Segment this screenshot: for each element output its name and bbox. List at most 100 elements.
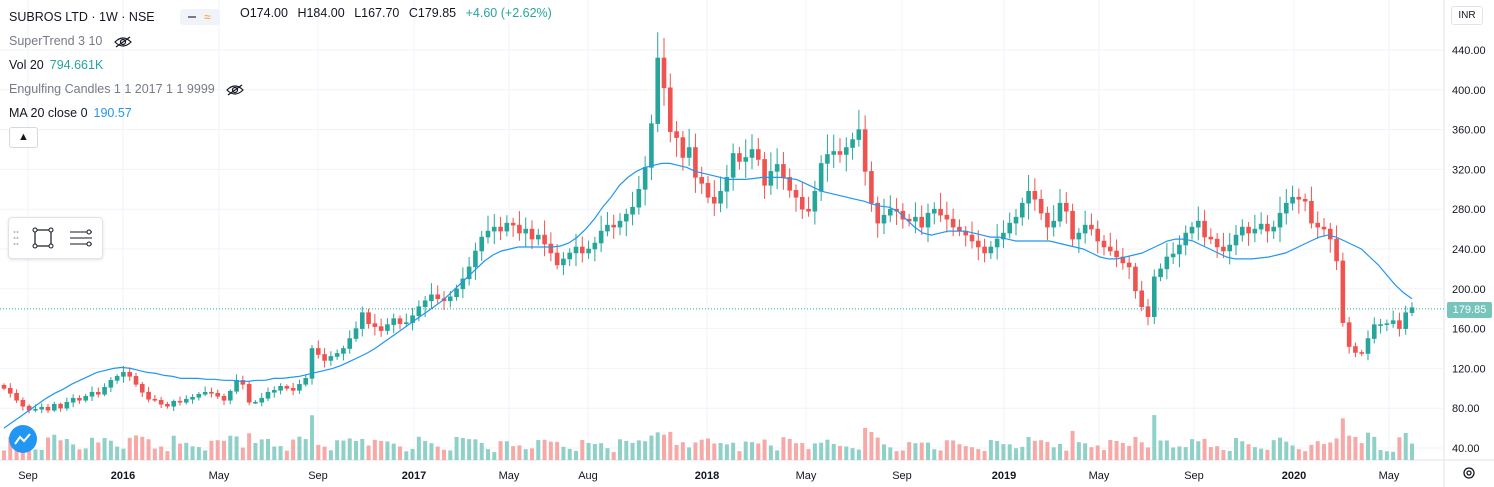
volume-bar <box>504 441 509 460</box>
volume-bar <box>184 442 189 460</box>
time-tick-label: May <box>1379 470 1400 482</box>
candle-body <box>881 214 887 224</box>
candle-body <box>1309 200 1314 224</box>
candle-body <box>454 288 459 298</box>
candle-body <box>812 190 818 212</box>
volume-bar <box>894 451 899 460</box>
indicator-supertrend[interactable]: SuperTrend 3 10 <box>9 34 132 48</box>
volume-bar <box>190 446 195 460</box>
candle-body <box>83 395 89 401</box>
volume-bar <box>806 449 811 460</box>
tradingview-logo-icon[interactable] <box>9 425 37 453</box>
time-tick-label: 2020 <box>1282 470 1306 482</box>
volume-bar <box>71 444 76 460</box>
candle-body <box>403 322 409 324</box>
volume-bar <box>1391 451 1396 460</box>
candle-body <box>768 171 774 186</box>
volume-bar <box>2 450 6 460</box>
volume-bar <box>762 439 767 460</box>
volume-bar <box>115 446 120 460</box>
hidden-eye-icon[interactable] <box>226 84 245 96</box>
volume-bar <box>96 442 101 460</box>
volume-bar <box>1183 447 1188 460</box>
hidden-eye-icon[interactable] <box>113 36 132 48</box>
volume-bar <box>1252 447 1257 460</box>
candle-body <box>1302 198 1308 202</box>
volume-bar <box>486 449 490 460</box>
candle-body <box>781 164 786 178</box>
volume-bar <box>655 432 660 460</box>
volume-bar <box>1001 444 1006 460</box>
candle-body <box>535 234 541 240</box>
volume-bar <box>284 450 289 460</box>
time-tick-label: May <box>499 470 520 482</box>
volume-bar <box>888 447 893 460</box>
volume-bar <box>316 444 321 460</box>
volume-bars <box>2 415 1414 460</box>
volume-bar <box>1359 443 1364 460</box>
volume-bar <box>341 440 346 460</box>
volume-bar <box>234 436 239 460</box>
volume-bar <box>976 449 981 460</box>
volume-bar <box>1070 430 1075 460</box>
collapse-legend-button[interactable]: ▲ <box>9 127 38 148</box>
volume-bar <box>1340 418 1345 460</box>
volume-bar <box>215 440 220 460</box>
volume-bar <box>479 442 484 460</box>
volume-bar <box>882 444 886 460</box>
candle-body <box>504 222 510 232</box>
volume-bar <box>875 437 880 460</box>
volume-bar <box>812 443 817 460</box>
volume-bar <box>863 428 868 460</box>
candle-body <box>303 378 309 385</box>
volume-bar <box>209 440 214 460</box>
volume-bar <box>165 451 170 460</box>
candle-body <box>328 356 334 361</box>
settings-lines-icon[interactable] <box>67 224 95 252</box>
rectangle-tool-icon[interactable] <box>29 224 57 252</box>
volume-bar <box>1045 441 1050 460</box>
compare-toggle[interactable]: ≈ <box>180 9 220 25</box>
time-tick-label: May <box>209 470 230 482</box>
volume-bar <box>247 433 252 460</box>
candle-body <box>1340 260 1346 323</box>
candle-body <box>1095 228 1101 242</box>
candle-body <box>221 395 227 401</box>
candle-body <box>561 258 566 266</box>
candle-body <box>378 326 384 331</box>
volume-bar <box>423 441 428 460</box>
candle-body <box>548 243 554 254</box>
volume-bar <box>398 446 402 460</box>
indicator-engulfing[interactable]: Engulfing Candles 1 1 2017 1 1 9999 <box>9 82 245 96</box>
volume-bar <box>240 447 245 460</box>
candle-body <box>1089 224 1094 230</box>
currency-button[interactable]: INR <box>1451 6 1483 25</box>
candle-body <box>1227 244 1233 252</box>
candle-body <box>14 392 19 401</box>
symbol-title[interactable]: SUBROS LTD · 1W · NSE <box>9 10 155 24</box>
candle-body <box>1114 250 1119 258</box>
candle-body <box>51 403 57 411</box>
candle-body <box>152 398 158 401</box>
gear-icon[interactable] <box>1461 465 1477 481</box>
volume-bar <box>1089 447 1094 460</box>
candle-body <box>737 153 742 162</box>
candle-body <box>1290 196 1295 204</box>
indicator-ma[interactable]: MA 20 close 0 190.57 <box>9 106 132 120</box>
close-value: C179.85 <box>408 6 457 20</box>
candle-body <box>674 131 679 138</box>
volume-bar <box>511 446 516 460</box>
drag-handle-icon[interactable] <box>13 230 19 246</box>
candle-body <box>642 167 648 190</box>
candle-body <box>1057 202 1063 222</box>
volume-bar <box>674 444 679 460</box>
volume-bar <box>467 439 472 460</box>
volume-bar <box>46 437 50 460</box>
candle-body <box>630 206 635 215</box>
candle-body <box>623 213 629 222</box>
candle-body <box>1151 276 1157 317</box>
indicator-volume[interactable]: Vol 20 794.661K <box>9 58 104 72</box>
candle-body <box>994 238 1000 248</box>
candle-body <box>33 408 38 411</box>
